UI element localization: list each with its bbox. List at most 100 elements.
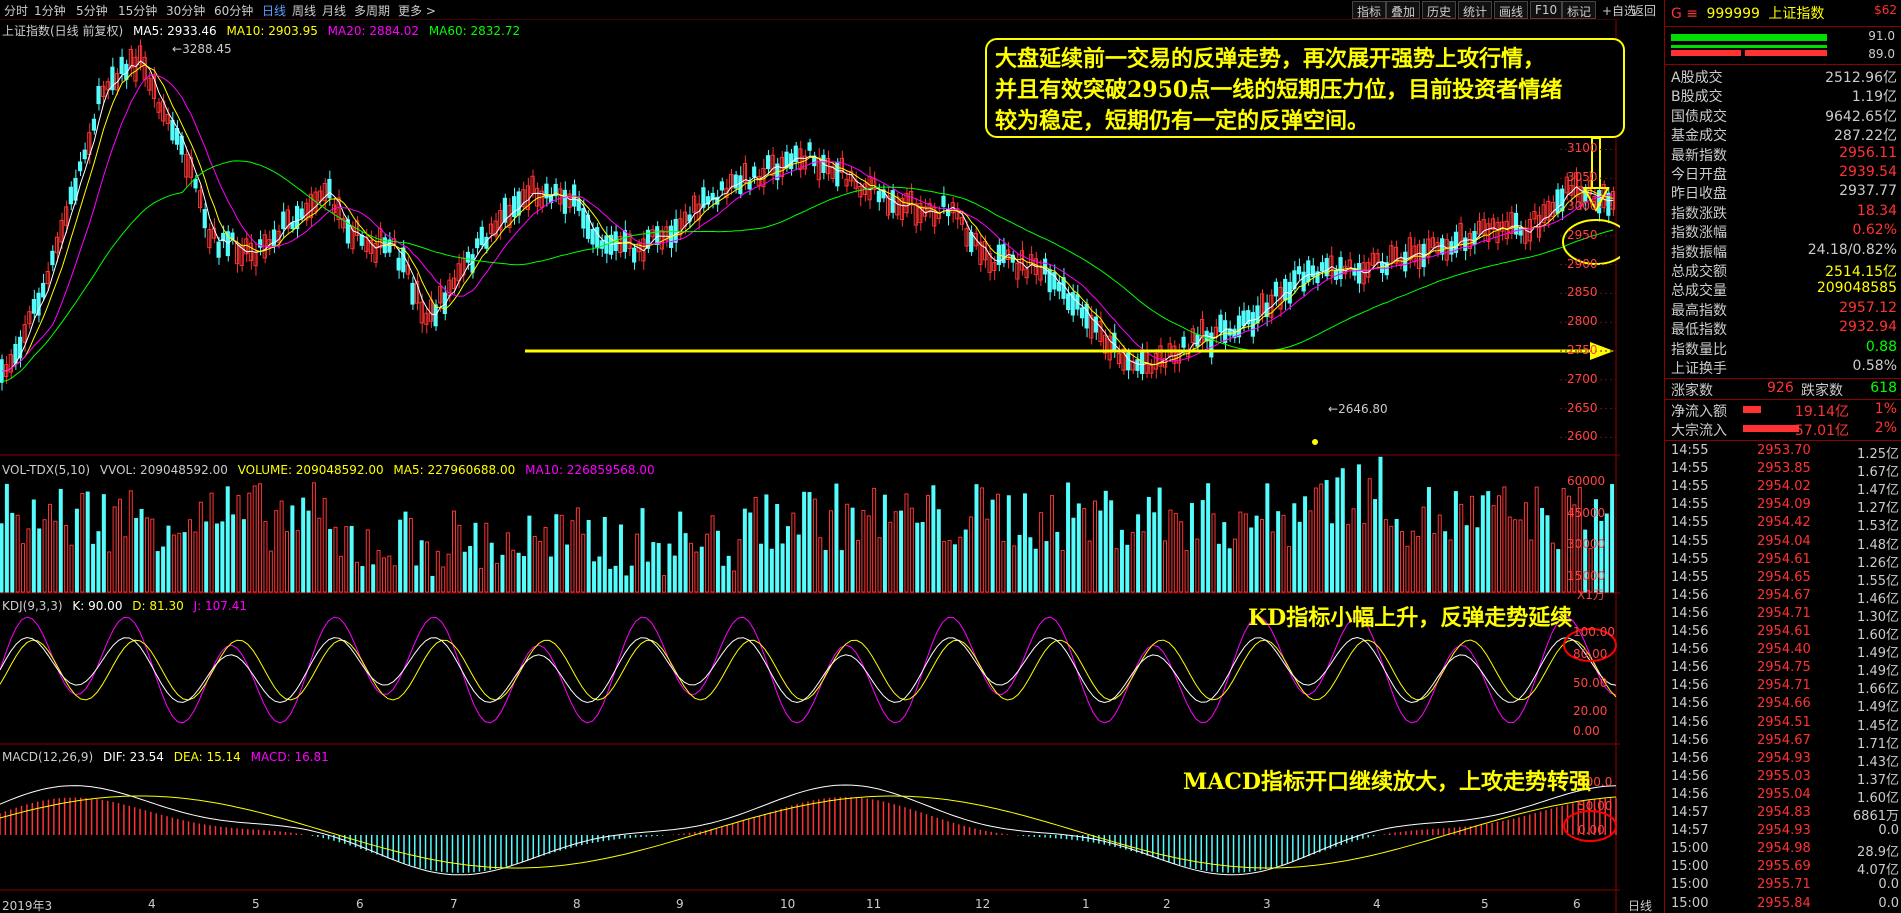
tick-time: 14:56 xyxy=(1671,678,1709,694)
macd-y-tick: 100.0 xyxy=(1578,775,1613,789)
volume-bar xyxy=(942,541,947,593)
candle-body xyxy=(1527,219,1532,242)
volume-bar xyxy=(629,565,634,593)
volume-bar xyxy=(392,565,397,593)
period-tab-weekly[interactable]: 周线 xyxy=(292,4,317,18)
period-tab-60min[interactable]: 60分钟 xyxy=(214,4,254,18)
bar-value-2: 89.0 xyxy=(1868,47,1895,61)
tool-mark-button[interactable]: 标记 xyxy=(1562,1,1597,19)
volume-bar xyxy=(268,550,273,593)
candle-body xyxy=(1283,278,1288,301)
volume-bar xyxy=(753,497,758,593)
stat-label: 总成交量 xyxy=(1671,283,1727,300)
chart-canvas[interactable] xyxy=(0,20,1620,913)
volume-bar xyxy=(74,508,79,593)
period-indicator[interactable]: 日线 xyxy=(1628,899,1653,913)
period-tab-minute[interactable]: 分时 xyxy=(4,4,29,18)
back-button[interactable]: 返回 xyxy=(1632,4,1657,18)
tool-draw-button[interactable]: 画线 xyxy=(1494,1,1529,19)
tick-price: 2954.83 xyxy=(1757,805,1811,820)
volume-bar xyxy=(344,526,349,593)
volume-bar xyxy=(1297,521,1302,593)
period-toolbar: 分时 1分钟 5分钟 15分钟 30分钟 60分钟 日线 周线 月线 多周期 更… xyxy=(0,0,1636,20)
candle-body xyxy=(1135,359,1140,371)
period-tab-multi[interactable]: 多周期 xyxy=(354,4,391,18)
period-tab-more[interactable]: 更多 > xyxy=(398,4,436,18)
volume-bar xyxy=(1534,486,1539,593)
volume-bar xyxy=(1486,491,1491,593)
candle-body xyxy=(54,236,60,254)
period-tab-5min[interactable]: 5分钟 xyxy=(76,4,108,18)
volume-bar xyxy=(398,519,403,593)
chart-area[interactable]: 上证指数(日线 前复权) MA5: 2933.46 MA10: 2903.95 … xyxy=(0,20,1664,913)
candle-body xyxy=(299,208,304,219)
volume-bar xyxy=(1545,515,1550,593)
candle-body xyxy=(1158,345,1163,367)
period-tab-monthly[interactable]: 月线 xyxy=(322,4,347,18)
tick-row: 14:56 2955.03 1.37亿 xyxy=(1671,769,1899,788)
candle-body xyxy=(816,157,821,181)
tick-time: 14:56 xyxy=(1671,714,1709,730)
volume-bar xyxy=(1604,513,1609,593)
macd-dif-line xyxy=(0,784,1617,876)
candle-body xyxy=(1453,231,1459,253)
period-tab-daily[interactable]: 日线 xyxy=(262,4,287,18)
flow-label-1: 净流入额 xyxy=(1671,404,1727,420)
tick-volume: 0.0 xyxy=(1878,877,1899,893)
tool-indicator-button[interactable]: 指标 xyxy=(1352,1,1387,19)
volume-bar xyxy=(1572,504,1577,593)
period-tab-15min[interactable]: 15分钟 xyxy=(118,4,158,18)
volume-bar xyxy=(974,484,979,593)
volume-bar xyxy=(403,511,408,593)
stat-label: A股成交 xyxy=(1671,70,1723,86)
volume-bar xyxy=(931,485,936,593)
volume-bar xyxy=(37,528,42,593)
candle-body xyxy=(678,218,683,236)
tool-stats-button[interactable]: 统计 xyxy=(1458,1,1493,19)
period-tab-1min[interactable]: 1分钟 xyxy=(34,4,66,18)
updown-row: 涨家数 926 跌家数 618 xyxy=(1671,380,1897,399)
candle-body xyxy=(294,205,300,230)
volume-bar xyxy=(775,504,780,593)
tool-f10-button[interactable]: F10 xyxy=(1530,1,1563,19)
period-tab-30min[interactable]: 30分钟 xyxy=(166,4,206,18)
candle-body xyxy=(442,292,447,315)
candle-body xyxy=(885,195,891,216)
candle-body xyxy=(1426,238,1431,257)
volume-y-tick: 15000 xyxy=(1567,568,1606,583)
tick-time: 15:00 xyxy=(1671,877,1709,893)
candle-body xyxy=(710,192,715,201)
candle-body xyxy=(802,155,808,170)
candle-body xyxy=(507,204,512,228)
candle-body xyxy=(119,56,124,75)
volume-bar xyxy=(387,555,392,593)
volume-bar xyxy=(107,551,112,593)
candle-body xyxy=(872,178,877,191)
tool-watchlist-button[interactable]: +自选 xyxy=(1602,4,1637,18)
candle-body xyxy=(932,206,937,227)
tick-volume: 1.48亿 xyxy=(1857,537,1899,553)
x-label-jan: 1 xyxy=(1082,897,1090,911)
candle-body xyxy=(1093,316,1098,333)
tick-time: 15:00 xyxy=(1671,859,1709,875)
volume-bar xyxy=(1502,486,1507,593)
price-y-tick: 3100 xyxy=(1567,141,1598,156)
stat-value: 1.19亿 xyxy=(1851,89,1897,106)
down-count-label: 跌家数 xyxy=(1801,383,1843,399)
volume-bar xyxy=(1060,549,1065,593)
tool-history-button[interactable]: 历史 xyxy=(1422,1,1457,19)
volume-bar xyxy=(85,491,90,593)
volume-bar xyxy=(818,537,823,593)
volume-bar xyxy=(1480,495,1485,593)
candle-body xyxy=(1430,237,1436,249)
kdj-highlight-ellipse xyxy=(1563,628,1617,662)
candle-body xyxy=(1278,286,1283,310)
volume-bar xyxy=(958,536,963,593)
volume-bar xyxy=(128,490,133,593)
volume-bar xyxy=(1281,514,1286,593)
price-y-tick: 2650 xyxy=(1567,400,1598,415)
tool-overlay-button[interactable]: 叠加 xyxy=(1386,1,1421,19)
volume-bar xyxy=(1356,464,1361,593)
volume-bar xyxy=(1163,540,1168,593)
quote-header: G ≡ 999999 上证指数 $62 xyxy=(1671,3,1897,25)
